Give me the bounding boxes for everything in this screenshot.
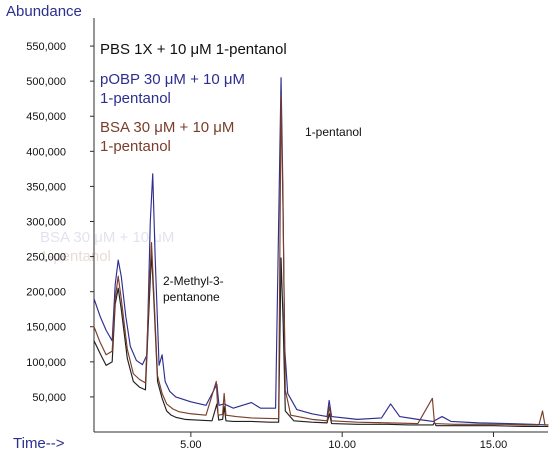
series-line-0 (93, 252, 549, 427)
y-tick-label: 200,000 (26, 287, 66, 299)
series-line-1 (93, 77, 549, 426)
y-axis-title: Abundance (6, 3, 82, 20)
x-tick-label: 5.00 (180, 439, 201, 451)
legend-pbs-label: PBS 1X + 10 μM 1-pentanol (100, 41, 287, 58)
faded-legend-line-1: BSA 30 μM + 10 μM (40, 229, 174, 246)
y-tick-label: 450,000 (26, 111, 66, 123)
y-tick-label: 300,000 (26, 216, 66, 228)
series-line-2 (93, 94, 549, 426)
y-tick-label: 250,000 (26, 252, 66, 264)
x-tick-label: 10.00 (328, 439, 356, 451)
y-tick-label: 400,000 (26, 146, 66, 158)
y-tick-label: 50,000 (32, 392, 66, 404)
legend-pobp-label-line-1: pOBP 30 μM + 10 μM (100, 71, 245, 88)
annotation-2-methyl-3-line-2: pentanone (163, 290, 220, 304)
y-tick-label: 500,000 (26, 76, 66, 88)
annotation-2-methyl-3-line-1: 2-Methyl-3- (163, 274, 224, 288)
series-lines (93, 77, 549, 427)
legend-bsa-label-line-1: BSA 30 μM + 10 μM (100, 119, 234, 136)
y-axis-ticks: 50,000 100,000 150,000 200,000 250,000 300,00… (26, 41, 94, 404)
legend-bsa-label-line-2: 1-pentanol (100, 138, 171, 155)
y-tick-label: 100,000 (26, 357, 66, 369)
y-tick-label: 550,000 (26, 41, 66, 53)
x-axis-ticks: 5.00 10.00 15.00 (180, 432, 507, 451)
axes (93, 18, 548, 433)
annotation-1-pentanol: 1-pentanol (305, 125, 362, 139)
y-tick-label: 350,000 (26, 181, 66, 193)
legend-pobp-label-line-2: 1-pentanol (100, 90, 171, 107)
annotations: 1-pentanol 2-Methyl-3- pentanone (163, 125, 362, 304)
faded-legend-line-2: 1-pentanol (40, 248, 111, 265)
x-tick-label: 15.00 (480, 439, 508, 451)
legend: PBS 1X + 10 μM 1-pentanol pOBP 30 μM + 1… (100, 41, 287, 155)
y-tick-label: 150,000 (26, 322, 66, 334)
x-axis-title: Time--> (13, 435, 65, 452)
faded-legend-artifact: BSA 30 μM + 10 μM 1-pentanol (40, 229, 174, 265)
